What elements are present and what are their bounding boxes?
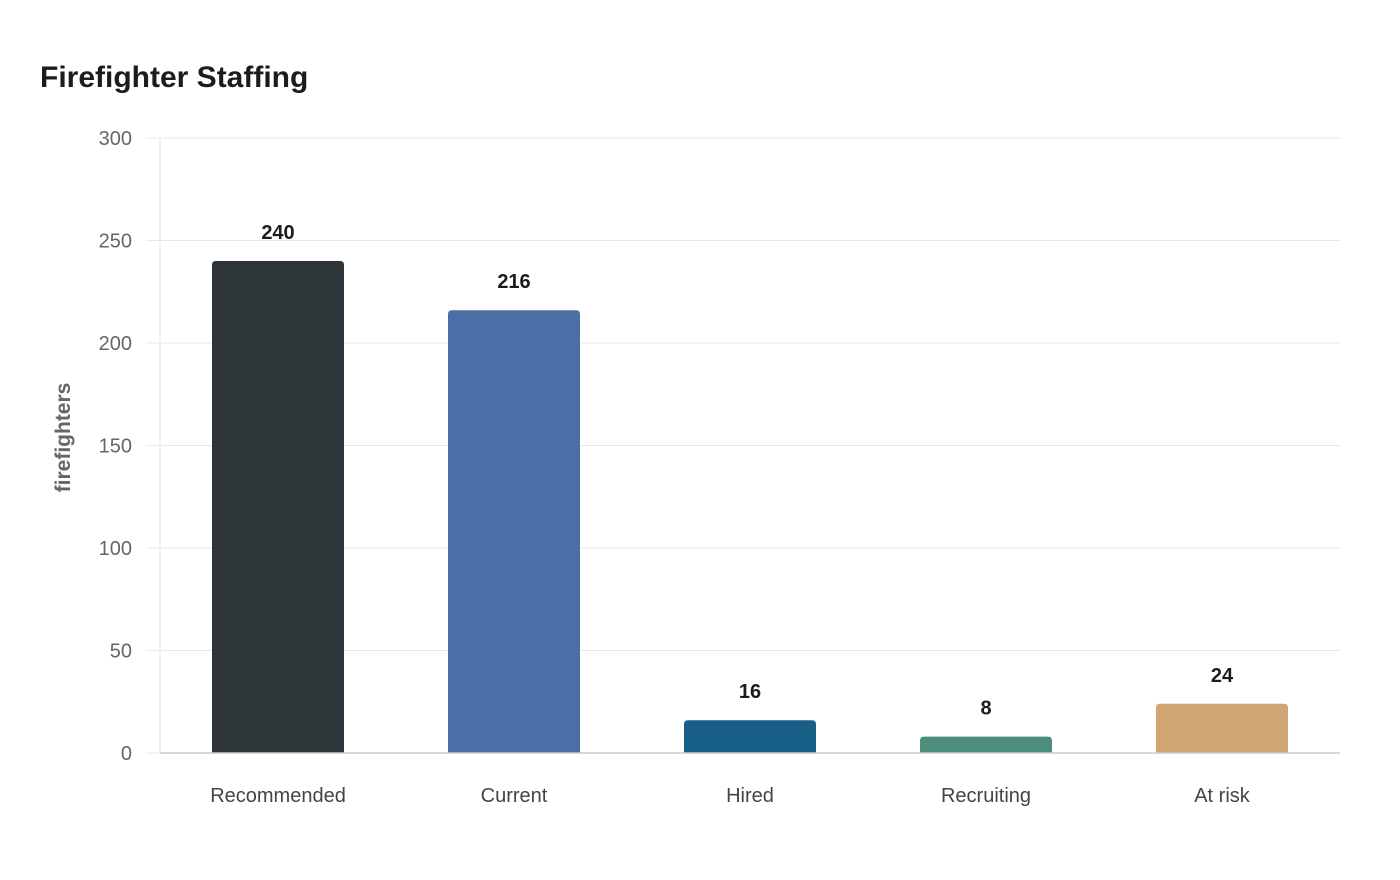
data-label: 24 [1211, 665, 1234, 687]
y-axis: 0 50 100 150 200 250 300 [99, 128, 161, 765]
bar-current [448, 310, 580, 753]
bars [212, 261, 1288, 753]
chart-title: Firefighter Staffing [40, 61, 309, 94]
bar-recommended [212, 261, 344, 753]
x-tick-label: Recommended [210, 785, 346, 807]
y-tick-label: 100 [99, 538, 132, 560]
data-label: 216 [497, 271, 530, 293]
bar-hired [684, 720, 816, 753]
y-tick-label: 150 [99, 436, 132, 458]
x-tick-label: At risk [1194, 785, 1251, 807]
y-tick-label: 300 [99, 128, 132, 150]
bar-at-risk [1156, 703, 1288, 753]
x-tick-label: Current [481, 785, 548, 807]
data-label: 240 [261, 222, 294, 244]
y-tick-label: 50 [110, 641, 132, 663]
data-label: 8 [980, 698, 991, 720]
data-labels: 240 216 16 8 24 [261, 222, 1234, 720]
gridlines [146, 137, 1340, 754]
x-tick-label: Recruiting [941, 785, 1031, 807]
x-axis: Recommended Current Hired Recruiting At risk [160, 752, 1340, 807]
x-tick-label: Hired [726, 785, 774, 807]
bar-recruiting [920, 736, 1052, 753]
y-tick-label: 250 [99, 231, 132, 253]
y-tick-label: 0 [121, 743, 132, 765]
data-label: 16 [739, 681, 761, 703]
y-axis-title: firefighters [52, 383, 75, 493]
y-tick-label: 200 [99, 333, 132, 355]
